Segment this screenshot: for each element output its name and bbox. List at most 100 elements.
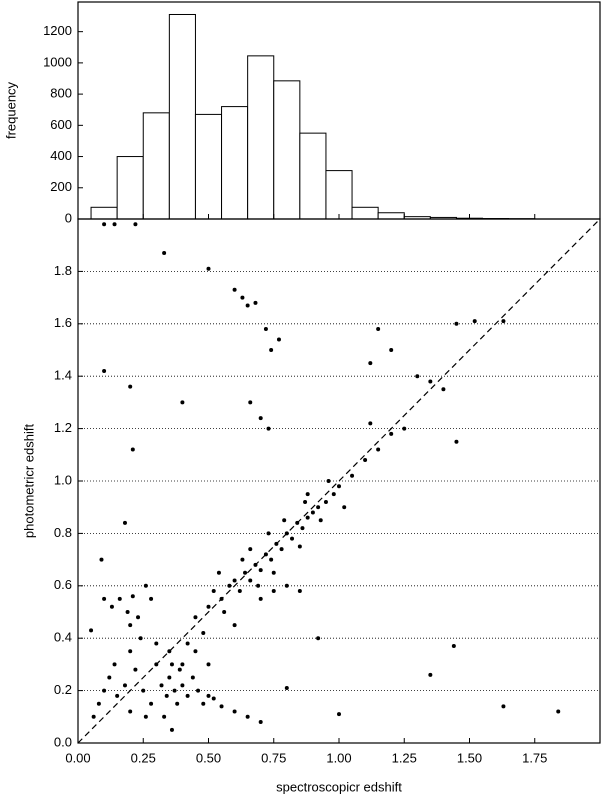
point [185,641,190,646]
point [96,701,101,706]
point [284,685,289,690]
point [211,589,216,594]
point [269,348,274,352]
point [243,570,248,575]
point [180,400,185,405]
point [107,675,112,680]
point [232,578,237,583]
point [172,688,177,693]
point [227,583,232,588]
point [143,583,148,588]
point [201,630,206,635]
y-tick-label: 600 [50,117,72,132]
point [149,596,154,601]
point [279,547,284,552]
point [117,596,122,601]
point [297,589,302,594]
point [180,662,185,667]
point [303,499,308,504]
point [258,720,263,725]
y-axis-label: frequency [3,81,18,139]
point [258,568,263,573]
y-tick-label: 1.0 [54,472,72,487]
point [248,578,253,583]
x-tick-label: 0.00 [65,750,90,765]
point [256,583,261,588]
y-tick-label: 0.6 [54,577,72,592]
y-tick-label: 1.8 [54,263,72,278]
point [196,688,201,693]
point [305,515,310,520]
point [149,701,154,706]
point [271,589,276,594]
point [201,701,206,706]
point [316,505,321,510]
point [284,583,289,588]
point [368,361,373,366]
point [326,479,331,483]
point [102,222,107,227]
point [130,594,135,599]
bar [168,13,196,220]
point [350,473,355,478]
point [237,589,242,594]
point [141,688,146,693]
point [143,714,148,719]
point [454,321,459,326]
point [122,683,127,688]
x-tick-label: 0.50 [196,750,221,765]
point [376,327,381,332]
point [115,693,120,698]
point [177,667,182,672]
y-tick-label: 200 [50,179,72,194]
point [258,416,263,421]
y-tick-label: 0 [65,210,72,225]
point [451,644,456,649]
point [112,662,117,667]
point [402,426,407,431]
bar [247,55,275,220]
y-tick-label: 0.0 [54,734,72,749]
point [175,701,180,706]
point [274,541,279,546]
y-tick-label: 1.6 [54,315,72,330]
point [193,649,198,654]
point [258,596,263,601]
point [122,520,127,525]
point [368,421,373,426]
bar [325,170,353,220]
x-axis-label: spectroscopicr edshift [276,779,402,794]
point [263,327,268,332]
point [133,222,138,227]
point [162,714,167,719]
point [185,693,190,698]
point [240,557,245,562]
point [323,499,328,504]
point [89,628,94,633]
point [102,368,107,373]
bar [142,112,170,220]
point [316,636,321,641]
point [154,662,159,667]
point [248,400,253,405]
point [99,557,104,562]
point [219,704,224,709]
point [501,704,506,709]
point [128,623,133,628]
point [159,683,164,688]
point [245,714,250,719]
point [305,492,310,497]
point [206,604,211,609]
point [130,447,135,452]
point [169,662,174,667]
bar [299,132,327,220]
point [266,426,271,431]
x-tick-label: 1.50 [457,750,482,765]
point [154,641,159,646]
point [240,295,245,300]
point [428,379,433,384]
point [206,693,211,698]
point [284,531,289,536]
point [454,439,459,444]
